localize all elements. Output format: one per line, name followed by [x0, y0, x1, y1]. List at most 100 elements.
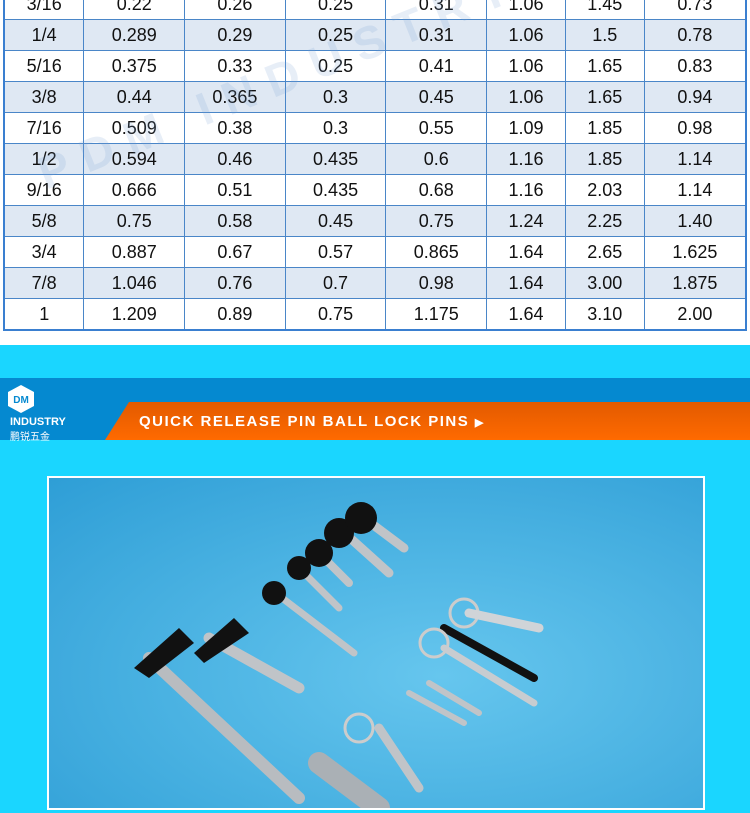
table-cell: 3/4 — [3, 236, 85, 268]
table-cell: 0.68 — [385, 174, 488, 206]
table-row: 7/8 1.046 0.76 0.7 0.98 1.64 3.00 1.875 — [3, 267, 747, 299]
table-cell: 0.865 — [385, 236, 488, 268]
table-cell: 0.6 — [385, 143, 488, 175]
table-cell: 1.65 — [564, 50, 645, 82]
table-cell: 0.666 — [83, 174, 186, 206]
table-cell: 0.44 — [83, 81, 186, 113]
table-row: 5/16 0.375 0.33 0.25 0.41 1.06 1.65 0.83 — [3, 50, 747, 82]
table-cell: 0.33 — [184, 50, 286, 82]
table-cell: 0.31 — [385, 0, 488, 20]
table-cell: 0.7 — [284, 267, 387, 299]
table-cell: 0.29 — [184, 19, 286, 51]
table-cell: 1.24 — [486, 205, 566, 237]
table-cell: 0.78 — [643, 19, 747, 51]
table-row: 5/8 0.75 0.58 0.45 0.75 1.24 2.25 1.40 — [3, 205, 747, 237]
table-cell: 1.175 — [385, 298, 488, 331]
table-cell: 2.65 — [564, 236, 645, 268]
table-cell: 0.887 — [83, 236, 186, 268]
svg-text:DM: DM — [13, 395, 29, 406]
table-cell: 1.06 — [486, 50, 566, 82]
table-cell: 0.73 — [643, 0, 747, 20]
table-cell: 1.09 — [486, 112, 566, 144]
ball-lock-pins-illustration — [134, 502, 544, 813]
table-cell: 0.3 — [284, 81, 387, 113]
table-cell: 1.85 — [564, 112, 645, 144]
table-cell: 0.22 — [83, 0, 186, 20]
table-cell: 1.16 — [486, 174, 566, 206]
play-arrow-icon: ▶ — [474, 417, 485, 429]
table-cell: 1.5 — [564, 19, 645, 51]
table-cell: 1.64 — [486, 236, 566, 268]
banner-title: QUICK RELEASE PIN BALL LOCK PINS — [139, 413, 470, 430]
table-cell: 3.00 — [564, 267, 645, 299]
table-cell: 9/16 — [3, 174, 85, 206]
table-cell: 0.435 — [284, 174, 387, 206]
table-cell: 1.875 — [643, 267, 747, 299]
table-cell: 1.14 — [643, 174, 747, 206]
table-cell: 0.289 — [83, 19, 186, 51]
table-cell: 1.06 — [486, 0, 566, 20]
company-logo: DM INDUSTRY 鹏锐五金 — [4, 382, 66, 443]
table-row: 3/8 0.44 0.365 0.3 0.45 1.06 1.65 0.94 — [3, 81, 747, 113]
table-cell: 0.58 — [184, 205, 286, 237]
table-cell: 1.625 — [643, 236, 747, 268]
table-cell: 0.41 — [385, 50, 488, 82]
table-cell: 7/8 — [3, 267, 85, 299]
table-cell: 0.76 — [184, 267, 286, 299]
table-row: 1/4 0.289 0.29 0.25 0.31 1.06 1.5 0.78 — [3, 19, 747, 51]
table-cell: 0.375 — [83, 50, 186, 82]
table-cell: 1.16 — [486, 143, 566, 175]
table-cell: 1/2 — [3, 143, 85, 175]
table-cell: 0.25 — [284, 19, 387, 51]
table-row: 3/16 0.22 0.26 0.25 0.31 1.06 1.45 0.73 — [3, 0, 747, 20]
table-cell: 0.83 — [643, 50, 747, 82]
table-cell: 0.594 — [83, 143, 186, 175]
table-cell: 1.046 — [83, 267, 186, 299]
logo-hexagon-icon: DM — [8, 385, 34, 413]
spec-table: 3/16 0.22 0.26 0.25 0.31 1.06 1.45 0.73 1/4 0.289… — [3, 0, 747, 331]
table-cell: 1.85 — [564, 143, 645, 175]
table-cell: 0.46 — [184, 143, 286, 175]
table-cell: 0.98 — [643, 112, 747, 144]
table-cell: 1.45 — [564, 0, 645, 20]
table-cell: 1.65 — [564, 81, 645, 113]
logo-text: INDUSTRY — [10, 416, 66, 428]
table-cell: 0.25 — [284, 50, 387, 82]
table-row: 7/16 0.509 0.38 0.3 0.55 1.09 1.85 0.98 — [3, 112, 747, 144]
table-cell: 0.94 — [643, 81, 747, 113]
table-cell: 0.365 — [184, 81, 286, 113]
table-cell: 1.14 — [643, 143, 747, 175]
table-cell: 5/16 — [3, 50, 85, 82]
table-cell: 0.51 — [184, 174, 286, 206]
table-row: 1 1.209 0.89 0.75 1.175 1.64 3.10 2.00 — [3, 298, 747, 331]
table-cell: 3/8 — [3, 81, 85, 113]
table-cell: 0.89 — [184, 298, 286, 331]
table-cell: 1.06 — [486, 19, 566, 51]
table-cell: 0.509 — [83, 112, 186, 144]
table-cell: 1 — [3, 298, 85, 331]
banner-title-bar[interactable]: QUICK RELEASE PIN BALL LOCK PINS ▶ — [105, 402, 750, 440]
table-cell: 0.98 — [385, 267, 488, 299]
table-cell: 2.25 — [564, 205, 645, 237]
table-cell: 3.10 — [564, 298, 645, 331]
table-cell: 1.64 — [486, 267, 566, 299]
table-cell: 0.55 — [385, 112, 488, 144]
table-cell: 0.75 — [284, 298, 387, 331]
table-cell: 0.25 — [284, 0, 387, 20]
table-cell: 2.00 — [643, 298, 747, 331]
table-cell: 1.209 — [83, 298, 186, 331]
table-cell: 1.40 — [643, 205, 747, 237]
table-cell: 0.75 — [385, 205, 488, 237]
table-cell: 1.06 — [486, 81, 566, 113]
table-cell: 0.435 — [284, 143, 387, 175]
table-cell: 0.3 — [284, 112, 387, 144]
table-cell: 0.45 — [284, 205, 387, 237]
table-cell: 7/16 — [3, 112, 85, 144]
product-photo — [47, 476, 705, 813]
table-row: 9/16 0.666 0.51 0.435 0.68 1.16 2.03 1.14 — [3, 174, 747, 206]
table-cell: 0.26 — [184, 0, 286, 20]
table-cell: 1.64 — [486, 298, 566, 331]
table-cell: 5/8 — [3, 205, 85, 237]
table-cell: 0.75 — [83, 205, 186, 237]
table-cell: 0.31 — [385, 19, 488, 51]
